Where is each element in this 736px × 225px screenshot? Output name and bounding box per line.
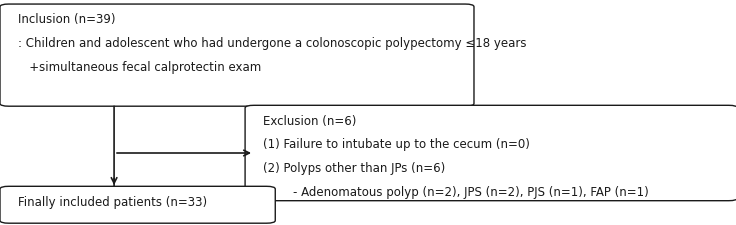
Text: Exclusion (n=6): Exclusion (n=6) [263,115,357,128]
Text: - Adenomatous polyp (n=2), JPS (n=2), PJS (n=1), FAP (n=1): - Adenomatous polyp (n=2), JPS (n=2), PJ… [263,186,649,199]
Text: Inclusion (n=39): Inclusion (n=39) [18,14,116,27]
Text: : Children and adolescent who had undergone a colonoscopic polypectomy ≤18 years: : Children and adolescent who had underg… [18,37,527,50]
Text: +simultaneous fecal calprotectin exam: +simultaneous fecal calprotectin exam [18,61,262,74]
Text: Finally included patients (n=33): Finally included patients (n=33) [18,196,208,209]
Text: (1) Failure to intubate up to the cecum (n=0): (1) Failure to intubate up to the cecum … [263,138,531,151]
FancyBboxPatch shape [0,4,474,106]
Text: (2) Polyps other than JPs (n=6): (2) Polyps other than JPs (n=6) [263,162,446,175]
FancyBboxPatch shape [245,105,736,201]
FancyBboxPatch shape [0,186,275,223]
